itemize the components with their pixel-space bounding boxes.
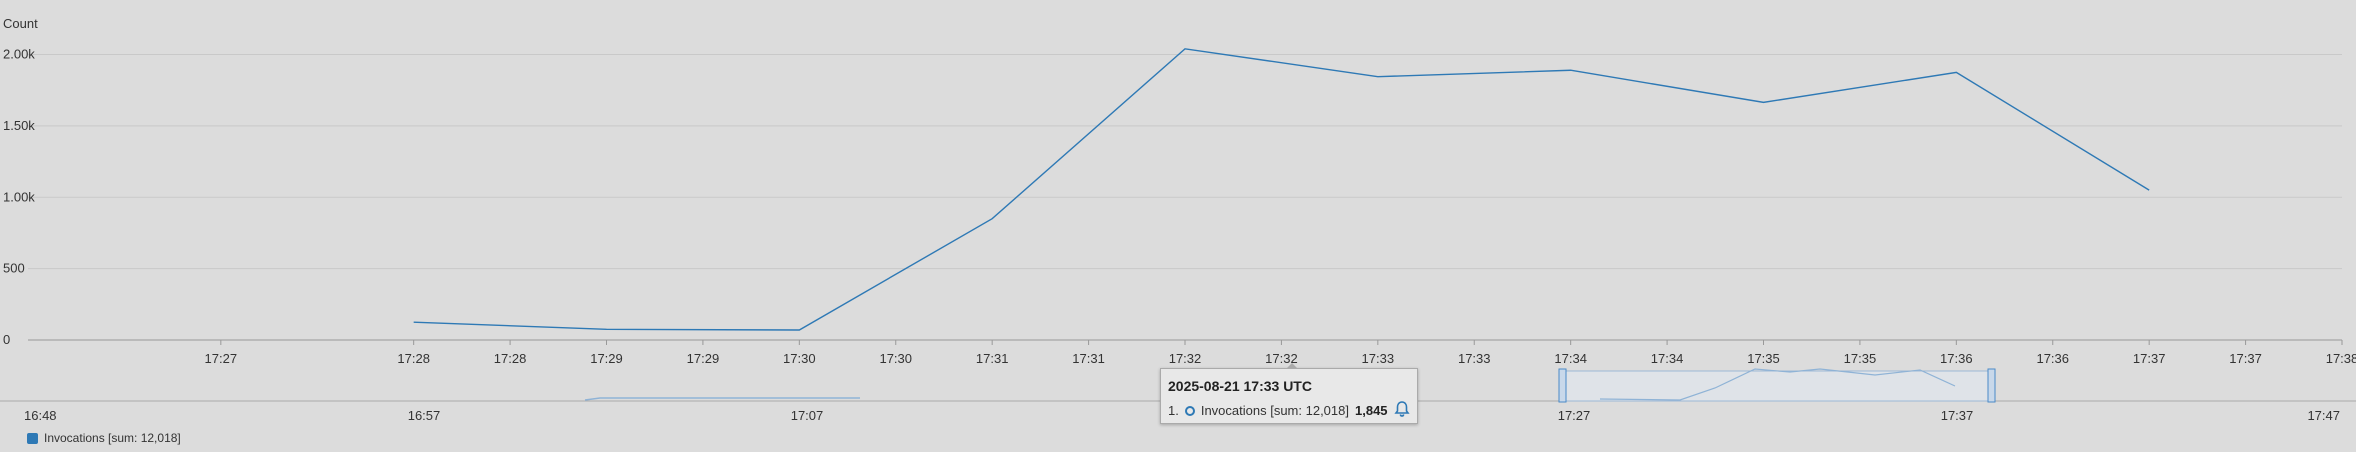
x-tick-label-18: 17:36 (2036, 351, 2069, 366)
x-tick-label-4: 17:29 (687, 351, 720, 366)
x-tick-label-10: 17:32 (1265, 351, 1298, 366)
gridlines (28, 54, 2342, 270)
x-tick-label-1: 17:28 (397, 351, 430, 366)
x-tick-label-20: 17:37 (2229, 351, 2262, 366)
x-tick-label-12: 17:33 (1458, 351, 1491, 366)
x-tick-label-13: 17:34 (1554, 351, 1587, 366)
tooltip-index: 1. (1168, 403, 1179, 418)
x-tick-label-3: 17:29 (590, 351, 623, 366)
bell-icon[interactable] (1393, 400, 1411, 418)
x-tick-label-0: 17:27 (205, 351, 238, 366)
x-tick-label-2: 17:28 (494, 351, 527, 366)
x-tick-label-7: 17:31 (976, 351, 1009, 366)
navigator-trace-selection (1599, 368, 1956, 401)
x-tick-label-11: 17:33 (1362, 351, 1395, 366)
navigator-label-0: 16:48 (24, 408, 57, 423)
navigator-label-1: 16:57 (408, 408, 441, 423)
y-tick-label-3: 1.50k (3, 118, 35, 133)
series-marker-icon (1184, 405, 1195, 416)
tooltip-series-label: Invocations [sum: 12,018] (1200, 403, 1349, 418)
navigator-selection[interactable] (1561, 370, 1993, 402)
navigator-label-5: 17:47 (2307, 408, 2340, 423)
x-tick-label-9: 17:32 (1169, 351, 1202, 366)
tooltip-row: 1. Invocations [sum: 12,018] 1,845 (1168, 403, 1388, 418)
navigator-labels: 16:48 16:57 17:07 17:27 17:37 17:47 (24, 408, 2340, 423)
y-tick-label-2: 1.00k (3, 189, 35, 204)
legend-swatch (27, 432, 38, 444)
y-axis-ticks: 0 500 1.00k 1.50k 2.00k (3, 47, 35, 347)
x-tick-label-5: 17:30 (783, 351, 816, 366)
legend-item[interactable]: Invocations [sum: 12,018] (27, 431, 181, 445)
data-tooltip: 2025-08-21 17:33 UTC 1. Invocations [sum… (1160, 363, 1418, 424)
x-tick-label-8: 17:31 (1072, 351, 1105, 366)
navigator-trace-left (584, 397, 860, 401)
x-axis-ticks: 17:27 17:28 17:28 17:29 17:29 17:30 17:30 17:31… (205, 340, 2356, 366)
tooltip-caret (1286, 363, 1298, 369)
tooltip-title: 2025-08-21 17:33 UTC (1168, 378, 1312, 394)
series-line-0[interactable] (413, 48, 2150, 331)
x-tick-label-6: 17:30 (879, 351, 912, 366)
legend-label: Invocations [sum: 12,018] (44, 431, 181, 445)
x-tick-label-17: 17:36 (1940, 351, 1973, 366)
navigator-label-2: 17:07 (791, 408, 824, 423)
x-tick-label-15: 17:35 (1747, 351, 1780, 366)
y-tick-label-1: 500 (3, 261, 25, 276)
navigator-handle-right[interactable] (1987, 368, 1996, 403)
navigator-label-3: 17:27 (1558, 408, 1591, 423)
x-tick-label-16: 17:35 (1844, 351, 1877, 366)
x-tick-label-19: 17:37 (2133, 351, 2166, 366)
series-lines (413, 48, 2150, 331)
y-tick-label-4: 2.00k (3, 47, 35, 62)
x-tick-label-14: 17:34 (1651, 351, 1684, 366)
y-tick-label-0: 0 (3, 332, 10, 347)
y-axis-title: Count (3, 16, 38, 31)
tooltip-value: 1,845 (1355, 403, 1388, 418)
navigator-label-4: 17:37 (1941, 408, 1974, 423)
x-tick-label-21: 17:38 (2326, 351, 2356, 366)
navigator-handle-left[interactable] (1558, 368, 1567, 403)
